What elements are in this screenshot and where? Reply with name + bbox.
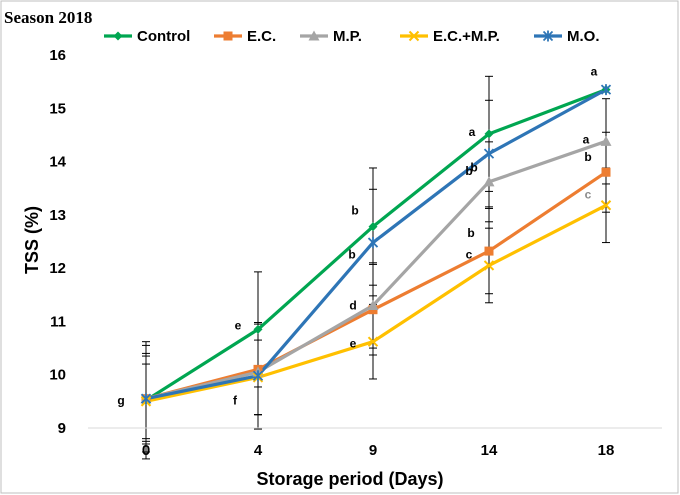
legend-label: M.P. bbox=[333, 28, 362, 45]
significance-letter: b bbox=[465, 164, 472, 178]
marker-stroke bbox=[408, 30, 420, 42]
data-point bbox=[600, 84, 612, 96]
significance-letter: e bbox=[350, 337, 357, 351]
legend-label: E.C. bbox=[247, 28, 276, 45]
series-markers bbox=[140, 84, 612, 407]
data-point bbox=[408, 30, 420, 42]
y-tick-label: 15 bbox=[49, 100, 66, 117]
data-point bbox=[252, 370, 264, 382]
data-point bbox=[253, 324, 263, 334]
data-point bbox=[368, 222, 378, 232]
x-axis-ticks: 0 4 9 14 18 bbox=[142, 442, 615, 459]
y-axis-title: TSS (%) bbox=[22, 206, 42, 274]
y-tick-label: 11 bbox=[50, 313, 66, 330]
data-point bbox=[483, 176, 495, 187]
data-point bbox=[484, 129, 494, 139]
y-tick-label: 13 bbox=[49, 207, 66, 224]
series-line bbox=[145, 139, 607, 401]
data-point bbox=[140, 393, 152, 405]
legend: Control E.C. M.P. E.C.+M.P. M.O. bbox=[104, 28, 600, 45]
legend-label: M.O. bbox=[567, 28, 600, 45]
x-tick-label: 9 bbox=[369, 442, 377, 459]
x-axis-title: Storage period (Days) bbox=[256, 469, 443, 489]
significance-letter: c bbox=[585, 187, 592, 201]
marker-stroke bbox=[483, 260, 495, 271]
significance-letter: c bbox=[466, 247, 473, 261]
y-tick-label: 16 bbox=[49, 47, 66, 64]
data-point bbox=[600, 200, 612, 211]
significance-letter: a bbox=[469, 125, 476, 139]
significance-letter: b bbox=[351, 204, 358, 218]
data-point bbox=[542, 30, 554, 42]
legend-item: E.C. bbox=[214, 28, 276, 45]
significance-letter: b bbox=[584, 150, 591, 164]
marker-stroke bbox=[367, 336, 379, 347]
significance-letter: b bbox=[348, 248, 355, 262]
error-bars bbox=[142, 75, 610, 460]
y-axis-ticks: 9 10 11 12 13 14 15 16 bbox=[49, 47, 66, 437]
legend-item: Control bbox=[104, 28, 190, 45]
x-tick-label: 14 bbox=[481, 442, 498, 459]
legend-label: Control bbox=[137, 28, 190, 45]
significance-letter: a bbox=[583, 132, 590, 146]
significance-letter: g bbox=[117, 394, 124, 408]
legend-item: M.O. bbox=[534, 28, 600, 45]
y-tick-label: 14 bbox=[49, 154, 66, 171]
legend-label: E.C.+M.P. bbox=[433, 28, 500, 45]
data-point bbox=[483, 148, 495, 160]
data-point bbox=[367, 299, 379, 310]
y-tick-label: 9 bbox=[58, 420, 66, 437]
significance-letter: b bbox=[467, 226, 474, 240]
data-point bbox=[367, 237, 379, 249]
chart-title: Season 2018 bbox=[4, 8, 92, 27]
legend-item: M.P. bbox=[300, 28, 362, 45]
y-tick-label: 12 bbox=[49, 260, 66, 277]
legend-item: E.C.+M.P. bbox=[400, 28, 500, 45]
significance-letter: d bbox=[349, 299, 356, 313]
data-point bbox=[600, 135, 612, 146]
data-point bbox=[113, 31, 123, 41]
data-point bbox=[308, 30, 320, 41]
data-point bbox=[223, 31, 233, 41]
x-tick-label: 4 bbox=[254, 442, 263, 459]
significance-letter: a bbox=[591, 65, 598, 79]
data-point bbox=[367, 336, 379, 347]
marker-stroke bbox=[600, 200, 612, 211]
y-tick-label: 10 bbox=[49, 367, 66, 384]
data-point bbox=[601, 167, 611, 177]
x-tick-label: 18 bbox=[598, 442, 615, 459]
data-point bbox=[484, 246, 494, 256]
series-line bbox=[145, 88, 607, 401]
significance-letter: f bbox=[233, 393, 238, 407]
data-point bbox=[483, 260, 495, 271]
significance-letter: e bbox=[235, 318, 242, 332]
significance-letter: b bbox=[470, 161, 477, 175]
